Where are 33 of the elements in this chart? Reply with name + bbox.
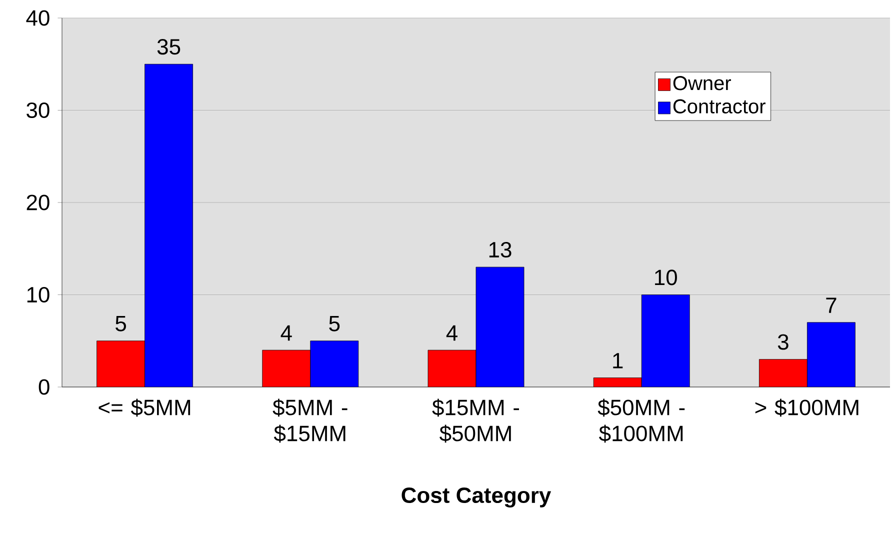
data-label: 5 <box>116 316 126 332</box>
x-axis-title: Cost Category <box>402 487 552 508</box>
y-tick-label: 30 <box>26 102 50 118</box>
data-label: 7 <box>826 298 836 313</box>
x-tick-label: $50MM - $100MM <box>598 398 685 443</box>
x-tick-label: <= $5MM <box>98 398 190 417</box>
data-label: 5 <box>329 316 340 332</box>
bar <box>144 64 193 387</box>
bar <box>96 340 145 387</box>
y-tick-label: 0 <box>38 379 50 395</box>
bar <box>594 378 642 387</box>
bar <box>428 350 476 387</box>
legend-label: Owner <box>673 76 732 90</box>
y-tick-label: 20 <box>26 194 50 210</box>
data-label: 13 <box>489 242 512 258</box>
y-tick-label: 40 <box>26 10 50 26</box>
data-label: 10 <box>655 270 677 286</box>
x-tick-label: > $100MM <box>755 398 858 417</box>
bar <box>807 322 856 387</box>
data-label: 1 <box>613 353 623 368</box>
bar <box>642 294 690 387</box>
bar <box>476 267 524 387</box>
data-label: 4 <box>446 325 458 341</box>
bar <box>759 359 808 387</box>
y-tick-label: 10 <box>27 286 50 303</box>
data-label: 35 <box>157 39 180 55</box>
data-label: 3 <box>778 334 788 350</box>
x-tick-label: $5MM - $15MM <box>272 398 348 443</box>
x-tick-label: $15MM - $50MM <box>432 398 520 443</box>
bar <box>310 340 358 387</box>
data-label: 4 <box>280 325 292 341</box>
legend-label: Contractor <box>673 99 766 114</box>
bar <box>262 350 310 387</box>
